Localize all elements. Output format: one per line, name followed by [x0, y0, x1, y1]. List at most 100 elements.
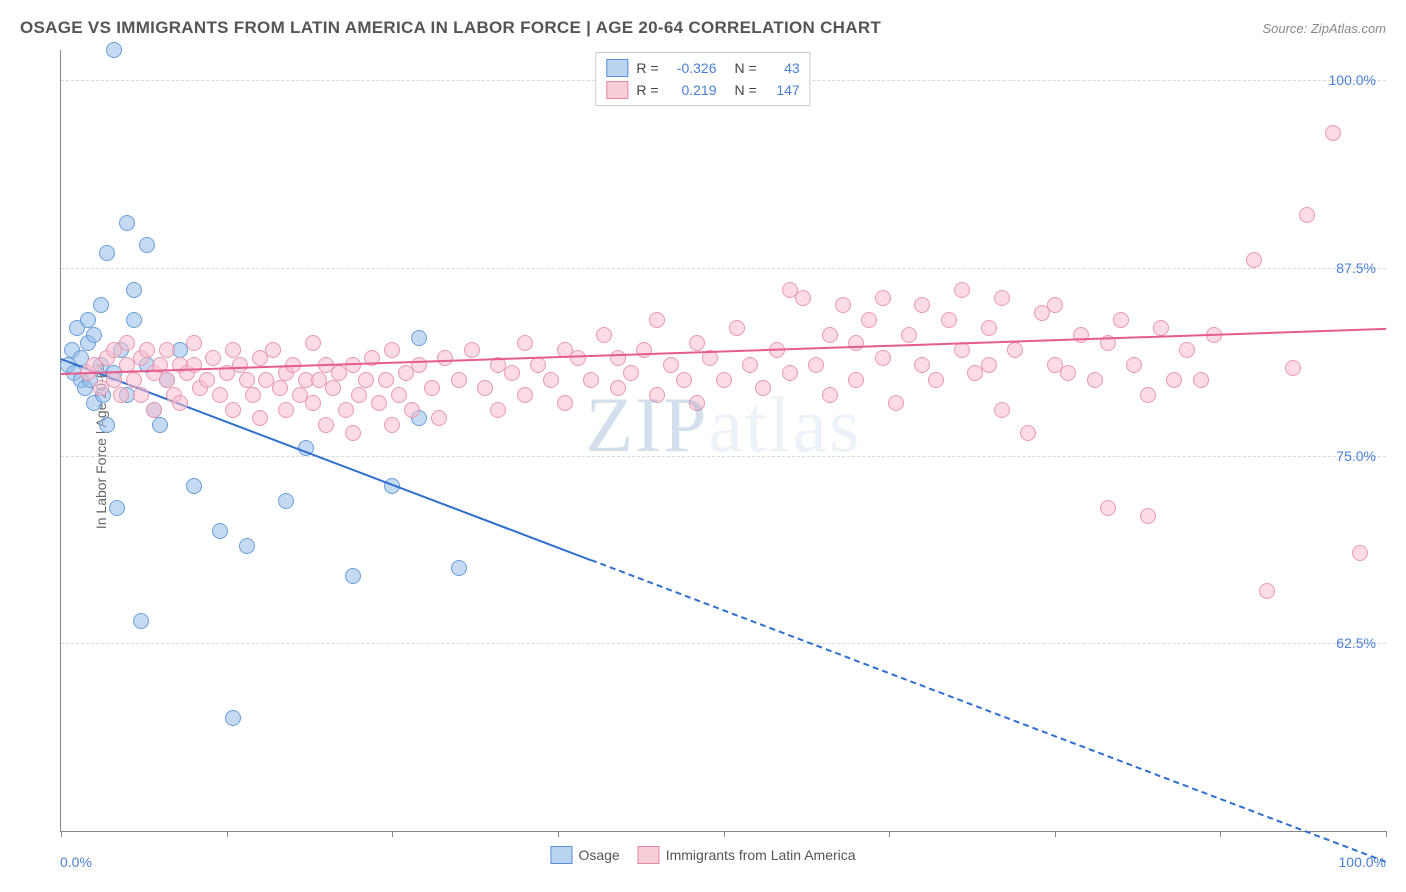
data-point: [1100, 500, 1116, 516]
data-point: [623, 365, 639, 381]
legend-label: Immigrants from Latin America: [666, 847, 856, 863]
data-point: [1020, 425, 1036, 441]
data-point: [126, 282, 142, 298]
data-point: [981, 320, 997, 336]
data-point: [371, 395, 387, 411]
data-point: [113, 387, 129, 403]
data-point: [1325, 125, 1341, 141]
x-tick: [227, 831, 228, 837]
data-point: [994, 290, 1010, 306]
data-point: [914, 357, 930, 373]
stat-n-value: 147: [765, 82, 800, 98]
data-point: [1060, 365, 1076, 381]
data-point: [1126, 357, 1142, 373]
data-point: [106, 42, 122, 58]
data-point: [1193, 372, 1209, 388]
legend-label: Osage: [578, 847, 619, 863]
data-point: [1246, 252, 1262, 268]
data-point: [278, 493, 294, 509]
data-point: [1047, 297, 1063, 313]
data-point: [139, 342, 155, 358]
data-point: [325, 380, 341, 396]
data-point: [305, 335, 321, 351]
data-point: [99, 417, 115, 433]
data-point: [1352, 545, 1368, 561]
data-point: [1166, 372, 1182, 388]
data-point: [278, 402, 294, 418]
chart-area: ZIPatlas 62.5%75.0%87.5%100.0%: [60, 50, 1386, 832]
trend-line-dashed: [591, 559, 1387, 863]
series-legend: Osage Immigrants from Latin America: [550, 846, 855, 864]
data-point: [345, 568, 361, 584]
data-point: [351, 387, 367, 403]
data-point: [451, 560, 467, 576]
data-point: [596, 327, 612, 343]
x-tick: [1386, 831, 1387, 837]
stat-n-label: N =: [735, 82, 757, 98]
stat-n-label: N =: [735, 60, 757, 76]
data-point: [543, 372, 559, 388]
data-point: [199, 372, 215, 388]
y-tick-label: 62.5%: [1336, 635, 1376, 651]
data-point: [318, 417, 334, 433]
data-point: [1285, 360, 1301, 376]
legend-stats-row: R =-0.326N =43: [606, 57, 799, 79]
data-point: [272, 380, 288, 396]
data-point: [901, 327, 917, 343]
data-point: [225, 402, 241, 418]
x-tick: [61, 831, 62, 837]
data-point: [716, 372, 732, 388]
y-tick-label: 75.0%: [1336, 448, 1376, 464]
data-point: [225, 342, 241, 358]
data-point: [437, 350, 453, 366]
data-point: [557, 395, 573, 411]
data-point: [139, 237, 155, 253]
x-tick: [724, 831, 725, 837]
data-point: [649, 312, 665, 328]
y-tick-label: 87.5%: [1336, 260, 1376, 276]
data-point: [404, 402, 420, 418]
data-point: [159, 342, 175, 358]
data-point: [610, 380, 626, 396]
data-point: [159, 372, 175, 388]
data-point: [517, 335, 533, 351]
legend-item: Immigrants from Latin America: [638, 846, 856, 864]
data-point: [848, 372, 864, 388]
x-tick: [558, 831, 559, 837]
data-point: [742, 357, 758, 373]
stat-r-label: R =: [636, 60, 658, 76]
data-point: [1113, 312, 1129, 328]
data-point: [1153, 320, 1169, 336]
data-point: [848, 335, 864, 351]
data-point: [384, 417, 400, 433]
data-point: [1259, 583, 1275, 599]
data-point: [225, 710, 241, 726]
x-tick: [392, 831, 393, 837]
data-point: [663, 357, 679, 373]
data-point: [451, 372, 467, 388]
data-point: [875, 350, 891, 366]
data-point: [186, 335, 202, 351]
data-point: [954, 282, 970, 298]
data-point: [212, 387, 228, 403]
data-point: [99, 245, 115, 261]
data-point: [345, 425, 361, 441]
legend-swatch: [638, 846, 660, 864]
data-point: [252, 410, 268, 426]
data-point: [928, 372, 944, 388]
data-point: [265, 342, 281, 358]
data-point: [133, 613, 149, 629]
data-point: [358, 372, 374, 388]
data-point: [1299, 207, 1315, 223]
x-tick: [1055, 831, 1056, 837]
data-point: [649, 387, 665, 403]
data-point: [1140, 508, 1156, 524]
data-point: [205, 350, 221, 366]
data-point: [146, 402, 162, 418]
data-point: [782, 365, 798, 381]
legend-swatch: [550, 846, 572, 864]
data-point: [822, 387, 838, 403]
data-point: [133, 387, 149, 403]
data-point: [186, 478, 202, 494]
data-point: [636, 342, 652, 358]
